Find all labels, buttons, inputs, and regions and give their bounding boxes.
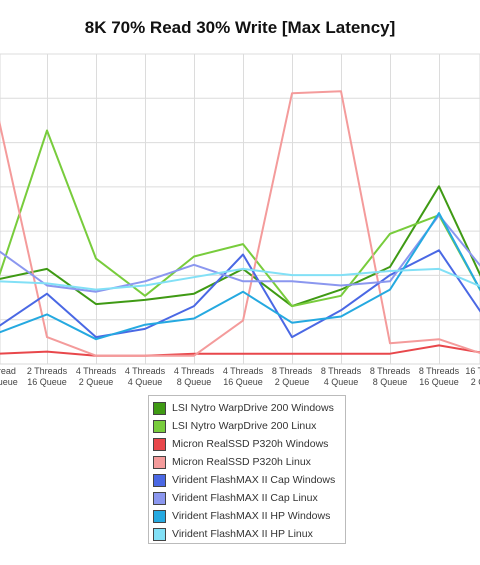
legend-item[interactable]: Micron RealSSD P320h Windows — [153, 435, 345, 453]
grid-layer — [0, 53, 480, 365]
series-line-7 — [0, 212, 480, 341]
x-tick-label: 8 Threads 4 Queue — [321, 366, 362, 387]
legend-item[interactable]: Virident FlashMAX II Cap Windows — [153, 471, 345, 489]
legend-label: Virident FlashMAX II Cap Linux — [172, 492, 318, 504]
legend-swatch — [153, 437, 166, 451]
plot-frame — [0, 53, 480, 365]
x-tick-label: 1 Thread16 Queue — [0, 366, 18, 387]
x-tick-label: 8 Threads 8 Queue — [370, 366, 411, 387]
series-line-4 — [0, 90, 480, 357]
legend-swatch — [153, 527, 166, 541]
x-tick-label: 8 Threads 2 Queue — [272, 366, 313, 387]
legend-swatch — [153, 473, 166, 487]
x-tick-label: 4 Threads 16 Queue — [223, 366, 264, 387]
legend: LSI Nytro WarpDrive 200 Windows LSI Nytro… — [148, 395, 346, 544]
legend-label: LSI Nytro WarpDrive 200 Linux — [172, 420, 317, 432]
legend-label: Virident FlashMAX II Cap Windows — [172, 474, 336, 486]
legend-swatch — [153, 509, 166, 523]
legend-swatch — [153, 401, 166, 415]
series-line-8 — [0, 267, 480, 291]
legend-swatch — [153, 455, 166, 469]
legend-label: Micron RealSSD P320h Linux — [172, 456, 311, 468]
series-line-3 — [0, 344, 480, 357]
legend-item[interactable]: Virident FlashMAX II HP Windows — [153, 507, 345, 525]
legend-label: LSI Nytro WarpDrive 200 Windows — [172, 402, 334, 414]
x-tick-label: 8 Threads 16 Queue — [419, 366, 460, 387]
x-tick-label: 2 Threads 16 Queue — [27, 366, 68, 387]
legend-swatch — [153, 491, 166, 505]
legend-item[interactable]: LSI Nytro WarpDrive 200 Linux — [153, 417, 345, 435]
x-tick-label: 4 Threads 4 Queue — [125, 366, 166, 387]
x-tick-label: 4 Threads 2 Queue — [76, 366, 117, 387]
legend-item[interactable]: Virident FlashMAX II HP Linux — [153, 525, 345, 543]
series-line-6 — [0, 214, 480, 293]
series-line-2 — [0, 129, 480, 308]
legend-item[interactable]: LSI Nytro WarpDrive 200 Windows — [153, 399, 345, 417]
x-tick-label: 4 Threads 8 Queue — [174, 366, 215, 387]
legend-label: Virident FlashMAX II HP Windows — [172, 510, 331, 522]
legend-label: Virident FlashMAX II HP Linux — [172, 528, 313, 540]
series-line-5 — [0, 249, 480, 339]
legend-item[interactable]: Micron RealSSD P320h Linux — [153, 453, 345, 471]
series-layer — [0, 90, 480, 357]
legend-label: Micron RealSSD P320h Windows — [172, 438, 329, 450]
chart-title: 8K 70% Read 30% Write [Max Latency] — [84, 18, 396, 37]
legend-swatch — [153, 419, 166, 433]
legend-item[interactable]: Virident FlashMAX II Cap Linux — [153, 489, 345, 507]
